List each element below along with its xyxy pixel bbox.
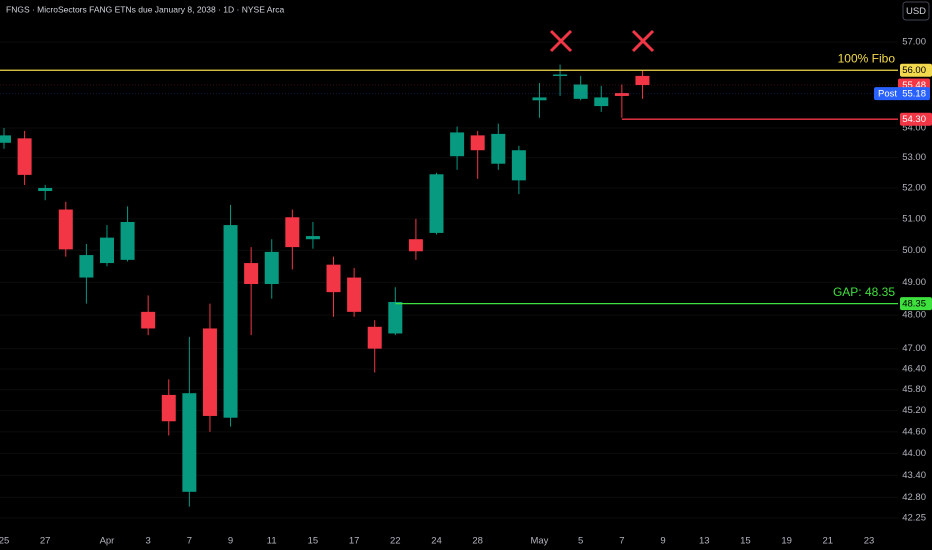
x-tick-label: 7 xyxy=(187,536,192,547)
price-label-bg xyxy=(874,87,930,101)
candle-body xyxy=(17,138,32,175)
candle-body xyxy=(388,301,403,334)
annotation-x xyxy=(631,29,655,53)
x-tick-label: Apr xyxy=(100,536,115,547)
level-label-bg xyxy=(900,63,932,77)
candle-body xyxy=(408,239,423,252)
y-tick-label: 57.00 xyxy=(902,37,926,48)
candle-body xyxy=(573,84,588,99)
chart-title: FNGS · MicroSectors FANG ETNs due Januar… xyxy=(6,4,285,14)
candle-body xyxy=(120,221,135,260)
y-tick-label: 44.00 xyxy=(902,448,926,459)
level-label: 56.00 xyxy=(902,65,926,76)
candle-body xyxy=(491,133,506,164)
y-tick-label: 45.20 xyxy=(902,405,926,416)
candle-body xyxy=(594,97,609,107)
currency-button[interactable] xyxy=(902,1,930,21)
candle-body xyxy=(305,236,320,240)
candle-body xyxy=(532,97,547,101)
currency-label[interactable]: USD xyxy=(906,6,926,17)
candle-body xyxy=(244,263,259,285)
candle-body xyxy=(161,394,176,422)
y-tick-label: 47.00 xyxy=(902,343,926,354)
annotation-x xyxy=(549,29,573,53)
x-tick-label: 9 xyxy=(660,536,665,547)
level-label-bg xyxy=(900,297,932,311)
y-tick-label: 50.00 xyxy=(902,245,926,256)
x-tick-label: 17 xyxy=(349,536,360,547)
y-tick-label: 44.60 xyxy=(902,426,926,437)
y-tick-label: 46.40 xyxy=(902,364,926,375)
grid xyxy=(0,41,898,519)
y-tick-label: 51.00 xyxy=(902,213,926,224)
candle-body xyxy=(264,251,279,285)
candle-body xyxy=(285,217,300,248)
x-tick-label: 28 xyxy=(472,536,483,547)
x-tick-label: 11 xyxy=(267,536,277,547)
candle-body xyxy=(79,255,94,278)
level-label: 48.35 xyxy=(902,299,926,310)
x-tick-label: 27 xyxy=(40,536,51,547)
x-tick-label: 3 xyxy=(146,536,151,547)
y-tick-label: 54.00 xyxy=(902,123,926,134)
candle-body xyxy=(429,174,444,233)
candle-body xyxy=(202,328,217,416)
x-tick-label: 15 xyxy=(740,536,751,547)
candle-body xyxy=(614,93,629,96)
candle-body xyxy=(38,187,53,192)
y-tick-label: 53.00 xyxy=(902,152,926,163)
x-tick-label: 13 xyxy=(699,536,710,547)
candle-body xyxy=(450,132,465,157)
candle-body xyxy=(367,326,382,349)
y-tick-label: 52.00 xyxy=(902,182,926,193)
x-tick-label: 25 xyxy=(0,536,9,547)
x-tick-label: 22 xyxy=(390,536,401,547)
level-label: 54.30 xyxy=(902,114,926,125)
x-tick-label: 21 xyxy=(823,536,834,547)
y-tick-label: 42.25 xyxy=(902,512,926,523)
price-label: 55.48 xyxy=(902,80,926,91)
price-label-tag: Post xyxy=(878,89,897,100)
price-label: 55.18 xyxy=(902,89,926,100)
candle-body xyxy=(635,75,650,86)
candle-body xyxy=(223,225,238,418)
candle-body xyxy=(511,150,526,181)
level-note: 100% Fibo xyxy=(838,51,896,65)
x-tick-label: 9 xyxy=(228,536,233,547)
candle-body xyxy=(347,277,362,312)
x-tick-label: 23 xyxy=(864,536,875,547)
y-tick-label: 43.40 xyxy=(902,470,926,481)
x-tick-label: 19 xyxy=(781,536,792,547)
candle-body xyxy=(58,209,73,250)
candle-body xyxy=(182,393,197,492)
candle-body xyxy=(326,264,341,293)
y-tick-label: 45.80 xyxy=(902,384,926,395)
candle-body xyxy=(470,135,485,151)
y-tick-label: 48.00 xyxy=(902,310,926,321)
candle-body xyxy=(553,74,568,76)
x-tick-label: 15 xyxy=(308,536,319,547)
x-tick-label: 7 xyxy=(619,536,624,547)
y-tick-label: 42.80 xyxy=(902,492,926,503)
x-tick-label: 24 xyxy=(431,536,442,547)
candle-body xyxy=(0,135,11,143)
y-tick-label: 49.00 xyxy=(902,277,926,288)
candle-body xyxy=(99,237,114,264)
candle-body xyxy=(141,311,156,329)
level-note: GAP: 48.35 xyxy=(833,285,895,299)
x-tick-label: 5 xyxy=(578,536,583,547)
x-tick-label: May xyxy=(530,536,548,547)
level-label-bg xyxy=(900,112,932,126)
